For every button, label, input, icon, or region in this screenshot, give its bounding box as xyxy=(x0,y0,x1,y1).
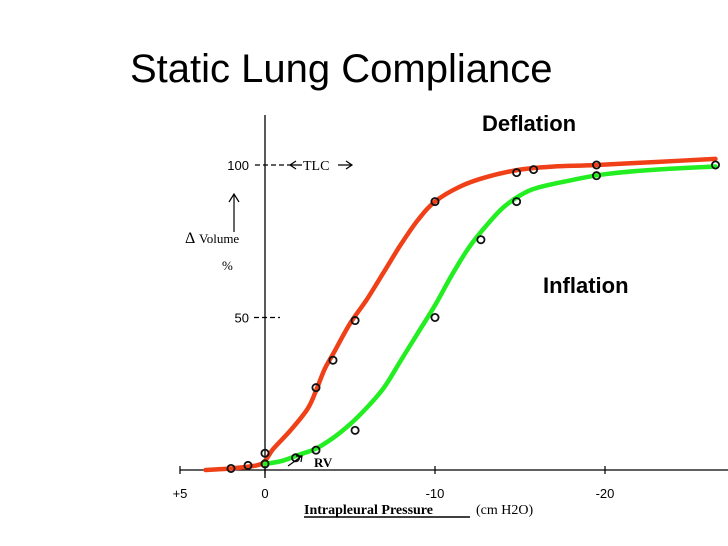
tlc-arrow-left-icon xyxy=(288,160,302,170)
data-point-marker xyxy=(311,445,321,455)
y-axis-up-arrow-icon xyxy=(228,192,240,232)
data-point-marker xyxy=(430,312,440,322)
data-point-marker xyxy=(260,448,270,458)
x-axis-units: (cm H2O) xyxy=(476,503,533,518)
data-point-marker xyxy=(512,197,522,207)
x-ticks: +5 0 -10 -20 xyxy=(173,466,615,501)
series-line-deflation xyxy=(203,156,718,473)
tlc-arrow-right-icon xyxy=(338,160,354,170)
rv-label: RV xyxy=(314,455,333,470)
data-point-marker xyxy=(592,171,602,181)
data-point-marker xyxy=(311,383,321,393)
y-axis-delta: Δ xyxy=(185,230,195,247)
x-axis-label: Intrapleural Pressure xyxy=(304,503,433,518)
data-point-marker xyxy=(350,425,360,435)
y-axis-label: Volume xyxy=(199,231,239,246)
y-tick-label: 100 xyxy=(227,158,249,173)
markers-inflation xyxy=(243,160,721,470)
data-point-marker xyxy=(350,316,360,326)
data-point-marker xyxy=(243,460,253,470)
data-point-marker xyxy=(529,165,539,175)
data-point-marker xyxy=(226,463,236,473)
markers-deflation xyxy=(226,160,602,473)
x-tick-label: -20 xyxy=(596,486,615,501)
data-point-marker xyxy=(328,355,338,365)
page-title: Static Lung Compliance xyxy=(130,47,552,91)
x-tick-label: +5 xyxy=(173,486,188,501)
data-point-marker xyxy=(592,160,602,170)
x-tick-label: 0 xyxy=(261,486,268,501)
tlc-label: TLC xyxy=(303,159,329,174)
data-point-marker xyxy=(260,459,270,469)
y-ticks: 50 100 xyxy=(227,158,280,326)
deflation-label: Deflation xyxy=(482,111,576,136)
rv-arrow-icon xyxy=(287,455,303,467)
inflation-label: Inflation xyxy=(543,273,629,298)
data-point-marker xyxy=(430,197,440,207)
data-point-marker xyxy=(711,160,721,170)
data-point-marker xyxy=(512,168,522,178)
y-axis-units: % xyxy=(222,258,233,273)
series-line-inflation xyxy=(262,164,718,467)
x-tick-label: -10 xyxy=(426,486,445,501)
data-point-marker xyxy=(476,235,486,245)
y-tick-label: 50 xyxy=(235,311,249,326)
